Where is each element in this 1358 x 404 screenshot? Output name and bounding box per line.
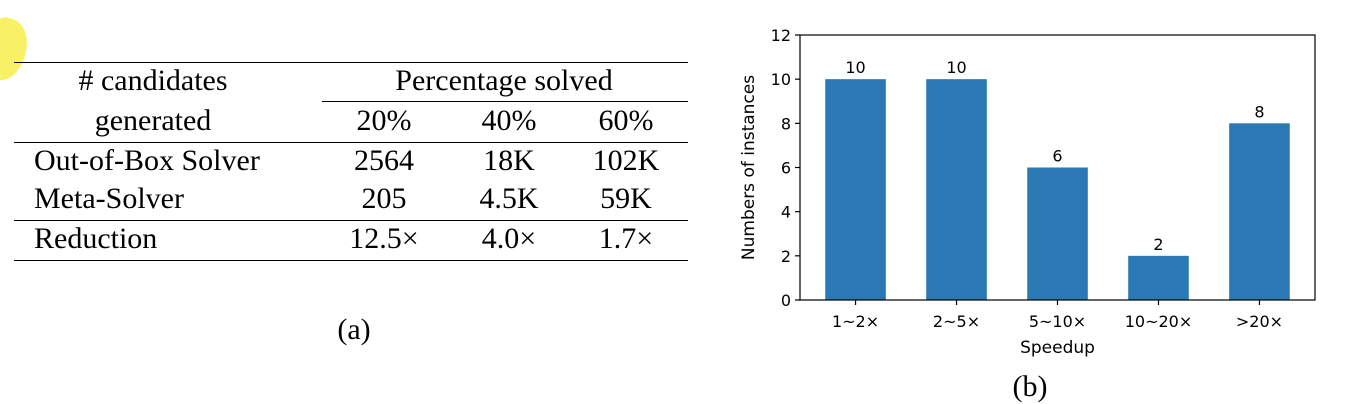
cell-red-40: 4.0×: [481, 222, 537, 255]
row-label-reduction: Reduction: [34, 222, 158, 255]
bar-data-label: 8: [1254, 102, 1264, 121]
chart-caption: (b): [1012, 370, 1048, 403]
cell-oob-60: 102K: [592, 144, 660, 177]
bar-data-label: 2: [1153, 235, 1163, 254]
table-mid-rule: [14, 220, 688, 221]
x-tick-label: 2~5×: [933, 312, 980, 331]
x-tick-label: 10~20×: [1125, 312, 1193, 331]
y-tick-label: 0: [781, 291, 791, 310]
cell-oob-20: 2564: [354, 144, 414, 177]
x-tick-label: 5~10×: [1029, 312, 1086, 331]
table-caption: (a): [337, 313, 371, 346]
header-60pct: 60%: [598, 104, 654, 137]
table-header-rule: [14, 142, 688, 143]
header-20pct: 20%: [356, 104, 412, 137]
table-bottom-rule: [14, 260, 688, 261]
header-candidates-line2: generated: [94, 104, 212, 137]
cell-meta-40: 4.5K: [479, 182, 539, 215]
y-tick-label: 4: [781, 203, 791, 222]
cell-red-60: 1.7×: [598, 222, 654, 255]
cell-red-20: 12.5×: [349, 222, 419, 255]
x-axis-label: Speedup: [1020, 338, 1095, 358]
bar-data-label: 10: [845, 58, 865, 77]
row-label-out-of-box: Out-of-Box Solver: [34, 144, 260, 177]
bar-2: [1027, 167, 1088, 300]
cell-meta-20: 205: [361, 182, 407, 215]
bar-0: [825, 79, 886, 300]
yellow-highlight-mark: [0, 12, 36, 86]
header-candidates-line1: # candidates: [78, 64, 228, 97]
bar-1: [926, 79, 987, 300]
header-40pct: 40%: [481, 104, 537, 137]
cell-oob-40: 18K: [483, 144, 535, 177]
bar-3: [1128, 255, 1189, 300]
bar-data-label: 6: [1052, 147, 1062, 166]
bar-4: [1229, 123, 1290, 300]
y-tick-label: 10: [771, 70, 791, 89]
table-group-rule: [322, 101, 688, 102]
y-tick-label: 6: [781, 159, 791, 178]
x-tick-label: 1~2×: [832, 312, 879, 331]
header-percentage-solved: Percentage solved: [395, 64, 613, 97]
y-tick-label: 8: [781, 114, 791, 133]
x-tick-label: >20×: [1236, 312, 1283, 331]
speedup-bar-chart: 10 10 6 2 8 0 2 4 6 8 10 12 1~2× 2~5× 5~10× 10~20× >20…: [739, 26, 1316, 358]
bar-data-label: 10: [946, 58, 966, 77]
cell-meta-60: 59K: [600, 182, 652, 215]
y-tick-label: 2: [781, 247, 791, 266]
row-label-meta-solver: Meta-Solver: [34, 182, 184, 215]
y-tick-label: 12: [771, 26, 791, 45]
table-top-rule: [14, 62, 688, 63]
y-axis-label: Numbers of instances: [739, 75, 759, 260]
